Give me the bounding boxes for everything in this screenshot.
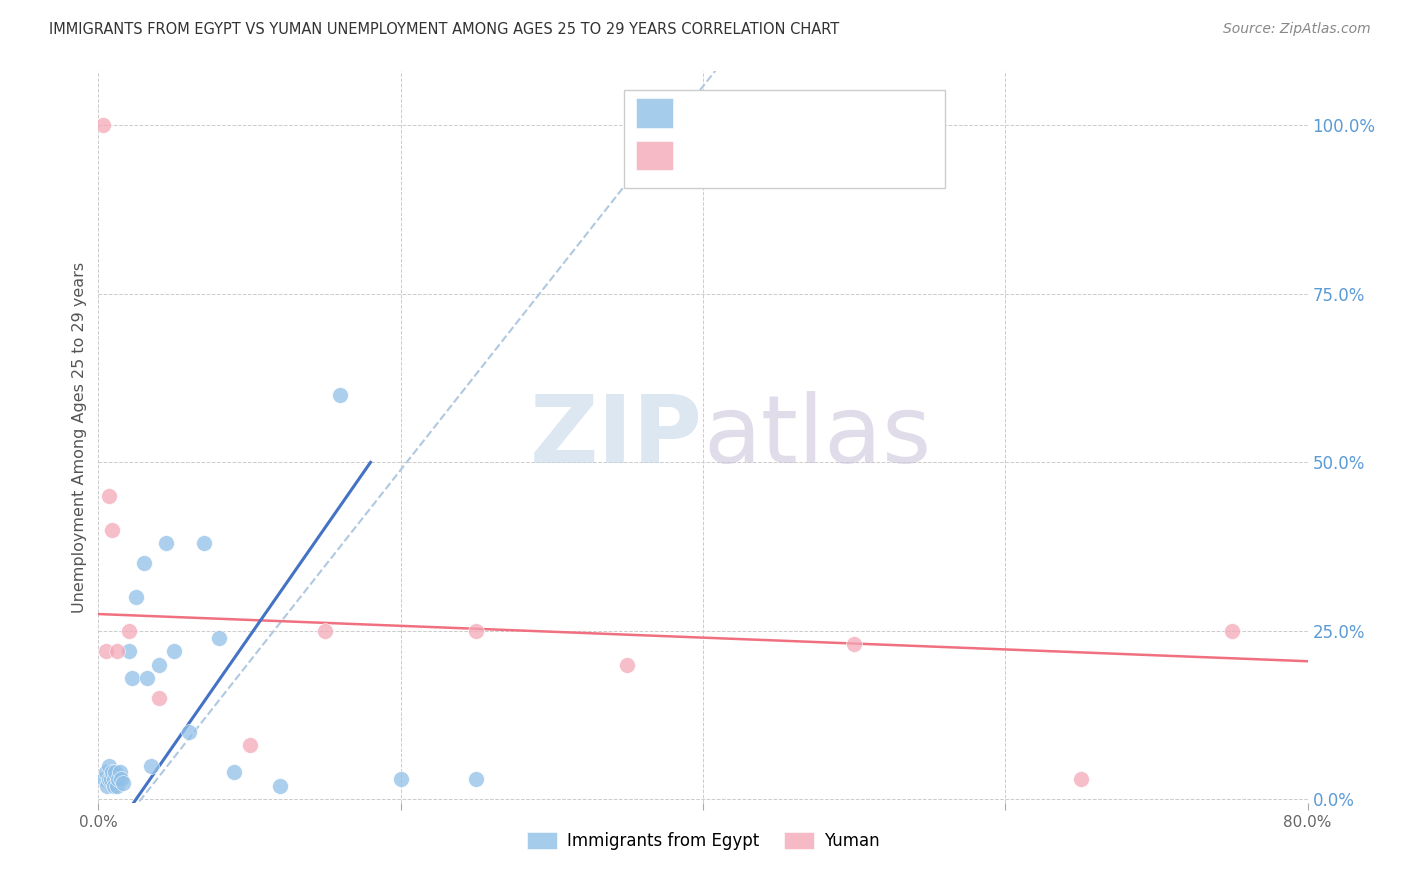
Point: [465, 772, 488, 787]
Point: [844, 637, 866, 651]
Point: [98, 758, 121, 772]
Bar: [637, 141, 672, 170]
Point: [616, 657, 638, 672]
Point: [155, 536, 177, 550]
Point: [389, 772, 412, 787]
Text: ZIP: ZIP: [530, 391, 703, 483]
Text: N =: N =: [787, 146, 835, 164]
Point: [208, 631, 231, 645]
Point: [148, 691, 170, 706]
Point: [93, 772, 115, 787]
Point: [98, 489, 121, 503]
Point: [118, 624, 141, 638]
Point: [107, 772, 129, 787]
Point: [269, 779, 291, 793]
Point: [105, 779, 128, 793]
Point: [100, 772, 122, 787]
Point: [125, 590, 148, 604]
Point: [108, 765, 131, 780]
Text: R =: R =: [685, 104, 721, 122]
Point: [465, 624, 488, 638]
Text: IMMIGRANTS FROM EGYPT VS YUMAN UNEMPLOYMENT AMONG AGES 25 TO 29 YEARS CORRELATIO: IMMIGRANTS FROM EGYPT VS YUMAN UNEMPLOYM…: [49, 22, 839, 37]
Point: [193, 536, 215, 550]
Point: [141, 758, 163, 772]
Text: 0.547: 0.547: [727, 104, 786, 122]
Point: [239, 739, 262, 753]
Point: [98, 772, 121, 787]
Point: [91, 118, 114, 132]
Point: [135, 671, 157, 685]
Point: [329, 388, 352, 402]
Point: [224, 765, 246, 780]
Point: [111, 775, 134, 789]
Point: [163, 644, 186, 658]
Text: 14: 14: [842, 146, 865, 164]
Y-axis label: Unemployment Among Ages 25 to 29 years: Unemployment Among Ages 25 to 29 years: [72, 261, 87, 613]
Point: [132, 557, 155, 571]
Point: [94, 644, 117, 658]
Text: N =: N =: [787, 104, 835, 122]
Point: [314, 624, 336, 638]
Point: [103, 772, 125, 787]
Text: atlas: atlas: [703, 391, 931, 483]
Point: [1070, 772, 1092, 787]
Point: [179, 725, 201, 739]
FancyBboxPatch shape: [624, 90, 945, 188]
Bar: [637, 98, 672, 128]
Legend: Immigrants from Egypt, Yuman: Immigrants from Egypt, Yuman: [520, 825, 886, 856]
Point: [105, 644, 128, 658]
Point: [110, 772, 132, 787]
Point: [118, 644, 141, 658]
Text: R =: R =: [685, 146, 721, 164]
Point: [103, 779, 125, 793]
Point: [96, 779, 118, 793]
Point: [101, 523, 124, 537]
Point: [104, 765, 127, 780]
Point: [121, 671, 143, 685]
Point: [148, 657, 170, 672]
Text: Source: ZipAtlas.com: Source: ZipAtlas.com: [1223, 22, 1371, 37]
Point: [101, 765, 124, 780]
Text: 32: 32: [842, 104, 865, 122]
Point: [94, 765, 117, 780]
Text: -0.106: -0.106: [727, 146, 786, 164]
Point: [1220, 624, 1243, 638]
